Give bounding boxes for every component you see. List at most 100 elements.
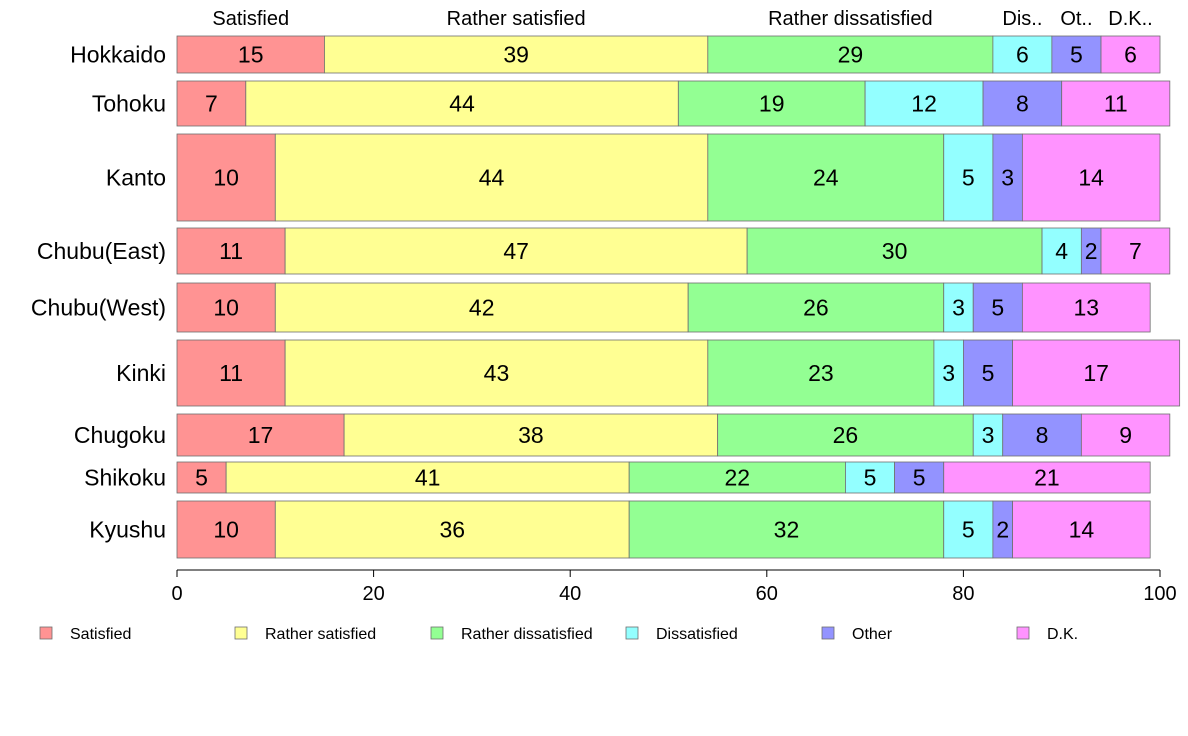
data-label: 14	[1078, 165, 1104, 191]
legend-swatch-rather-satisfied	[234, 626, 248, 640]
data-label: 14	[1069, 517, 1095, 543]
data-label: 5	[962, 165, 975, 191]
x-tick-label: 0	[171, 583, 182, 605]
legend-swatch-satisfied	[39, 626, 53, 640]
data-label: 7	[205, 91, 218, 117]
bar-hokkaido-rather-dissatisfied	[707, 35, 994, 74]
data-label: 44	[479, 165, 505, 191]
data-label: 3	[1001, 165, 1014, 191]
data-label: 17	[1083, 360, 1109, 386]
bar-kanto-other	[992, 133, 1023, 222]
row-label-hokkaido: Hokkaido	[70, 42, 166, 68]
data-label: 5	[913, 465, 926, 491]
bar-chugoku-dissatisfied	[972, 413, 1004, 457]
legend-label-dissatisfied: Dissatisfied	[656, 626, 738, 643]
bar-chubu-west-rather-satisfied	[274, 282, 689, 333]
data-label: 7	[1129, 238, 1142, 264]
bar-chubu-west-rather-dissatisfied	[687, 282, 945, 333]
data-label: 36	[439, 517, 465, 543]
data-label: 5	[195, 465, 208, 491]
bar-kyushu-rather-satisfied	[274, 500, 630, 559]
data-label: 26	[803, 295, 829, 321]
x-tick-label: 60	[756, 583, 778, 605]
legend-label-other: Other	[852, 626, 893, 643]
data-label: 29	[838, 42, 864, 68]
data-label: 6	[1016, 42, 1029, 68]
legend-label-satisfied: Satisfied	[70, 626, 131, 643]
bar-shikoku-d-k	[943, 461, 1151, 494]
bar-chubu-west-satisfied	[176, 282, 276, 333]
data-label: 5	[982, 360, 995, 386]
bar-tohoku-rather-dissatisfied	[677, 80, 866, 127]
bar-chubu-east-rather-dissatisfied	[746, 227, 1043, 275]
data-label: 30	[882, 238, 908, 264]
bar-shikoku-other	[894, 461, 945, 494]
data-label: 8	[1036, 422, 1049, 448]
legend-swatch-dissatisfied	[625, 626, 639, 640]
data-label: 11	[219, 360, 243, 386]
column-label: Ot..	[1060, 8, 1092, 30]
bar-shikoku-rather-dissatisfied	[628, 461, 846, 494]
row-label-chugoku: Chugoku	[74, 422, 166, 448]
data-label: 43	[484, 360, 510, 386]
data-label: 10	[213, 165, 239, 191]
data-label: 5	[1070, 42, 1083, 68]
column-label: Satisfied	[212, 8, 289, 30]
data-label: 11	[219, 238, 243, 264]
legend-swatch-rather-dissatisfied	[430, 626, 444, 640]
legend-swatch-d-k	[1016, 626, 1030, 640]
data-label: 22	[725, 465, 751, 491]
data-label: 44	[449, 91, 475, 117]
bar-kyushu-dissatisfied	[943, 500, 994, 559]
bar-chubu-east-dissatisfied	[1041, 227, 1082, 275]
data-label: 41	[415, 465, 441, 491]
legend-swatch-other	[821, 626, 835, 640]
data-label: 12	[911, 91, 937, 117]
bar-kyushu-d-k	[1012, 500, 1151, 559]
x-tick-label: 20	[362, 583, 384, 605]
bar-chugoku-rather-dissatisfied	[717, 413, 974, 457]
data-label: 39	[503, 42, 529, 68]
column-labels: Satisfied Rather satisfied Rather dissatis…	[212, 8, 1152, 30]
column-label: D.K..	[1108, 8, 1152, 30]
bar-hokkaido-d-k	[1100, 35, 1161, 74]
bar-kinki-satisfied	[176, 339, 286, 407]
data-label: 11	[1104, 91, 1128, 117]
bar-tohoku-dissatisfied	[864, 80, 984, 127]
data-label: 21	[1034, 465, 1060, 491]
bar-chubu-west-d-k	[1021, 282, 1151, 333]
row-label-chubu-west: Chubu(West)	[31, 295, 166, 321]
row-label-kinki: Kinki	[116, 360, 166, 386]
row-label-chubu-east: Chubu(East)	[37, 238, 166, 264]
row-label-shikoku: Shikoku	[84, 465, 166, 491]
data-label: 5	[991, 295, 1004, 321]
x-tick-label: 40	[559, 583, 581, 605]
x-axis: 0 20 40 60 80 100	[171, 569, 1177, 605]
data-label: 13	[1073, 295, 1099, 321]
row-label-kanto: Kanto	[106, 165, 166, 191]
bar-kinki-d-k	[1012, 339, 1181, 407]
data-label: 23	[808, 360, 834, 386]
bar-chubu-east-rather-satisfied	[284, 227, 748, 275]
data-label: 5	[962, 517, 975, 543]
bar-kanto-d-k	[1021, 133, 1161, 222]
data-label: 10	[213, 295, 239, 321]
row-labels: Hokkaido Tohoku Kanto Chubu(East) Chubu(West…	[31, 42, 166, 543]
data-label: 26	[833, 422, 859, 448]
bar-kinki-dissatisfied	[933, 339, 964, 407]
data-label: 15	[238, 42, 264, 68]
data-label: 42	[469, 295, 495, 321]
bar-kanto-dissatisfied	[943, 133, 994, 222]
legend-label-rather-satisfied: Rather satisfied	[265, 626, 376, 643]
bar-tohoku-rather-satisfied	[245, 80, 679, 127]
column-label: Dis..	[1002, 8, 1042, 30]
data-label: 8	[1016, 91, 1029, 117]
data-label: 24	[813, 165, 839, 191]
bar-hokkaido-satisfied	[176, 35, 325, 74]
bar-chugoku-d-k	[1080, 413, 1171, 457]
legend-label-rather-dissatisfied: Rather dissatisfied	[461, 626, 593, 643]
data-label: 3	[982, 422, 995, 448]
bar-shikoku-dissatisfied	[845, 461, 895, 494]
bar-hokkaido-other	[1051, 35, 1102, 74]
